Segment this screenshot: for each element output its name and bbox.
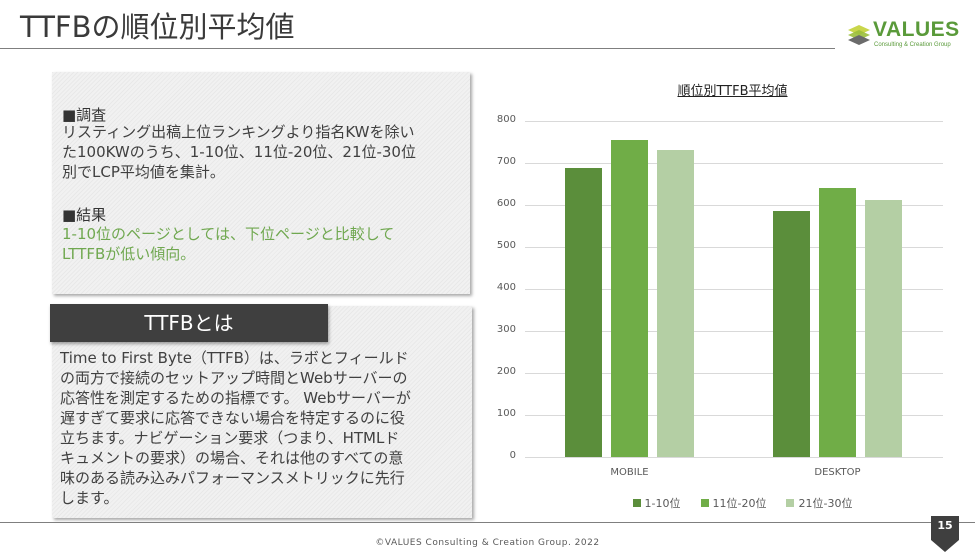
y-tick-label: 300 xyxy=(496,324,516,335)
legend-label: 1-10位 xyxy=(644,497,681,510)
survey-line: た100KWのうち、1-10位、11位-20位、21位-30位 xyxy=(62,143,416,161)
gridline xyxy=(525,163,943,164)
page-number: 15 xyxy=(937,519,953,532)
legend-label: 11位-20位 xyxy=(712,497,767,510)
legend-item: 11位-20位 xyxy=(700,495,767,511)
bar-mobile-1 xyxy=(565,168,602,457)
y-tick-label: 400 xyxy=(496,282,516,293)
definition-line: 遅すぎて要求に応答できない場合を特定するのに役 xyxy=(60,409,406,427)
gridline xyxy=(525,331,943,332)
result-line: 1-10位のページとしては、下位ページと比較して xyxy=(62,225,395,243)
gridline xyxy=(525,121,943,122)
y-tick-label: 100 xyxy=(496,408,516,419)
definition-line: Time to First Byte（TTFB）は、ラボとフィールド xyxy=(60,349,409,367)
bar-desktop-3 xyxy=(865,199,902,457)
gridline xyxy=(525,373,943,374)
legend-item: 1-10位 xyxy=(632,495,681,511)
copyright-text: ©VALUES Consulting & Creation Group. 202… xyxy=(375,538,600,548)
legend-swatch-icon xyxy=(632,499,641,507)
logo-tagline: Consulting & Creation Group xyxy=(874,42,951,48)
result-heading: ■結果 xyxy=(62,206,107,224)
survey-heading: ■調査 xyxy=(62,106,107,124)
survey-line: 別でLCP平均値を集計。 xyxy=(62,163,225,181)
y-tick-label: 200 xyxy=(496,366,516,377)
gridline xyxy=(525,289,943,290)
result-description: 1-10位のページとしては、下位ページと比較して LTTFBが低い傾向。 xyxy=(62,224,394,264)
survey-description: リスティング出稿上位ランキングより指名KWを除い た100KWのうち、1-10位… xyxy=(62,122,416,182)
y-tick-label: 500 xyxy=(496,240,516,251)
legend-swatch-icon xyxy=(700,499,709,507)
slide-title: TTFBの順位別平均値 xyxy=(20,10,295,44)
ttfb-definition-text: Time to First Byte（TTFB）は、ラボとフィールド の両方で接… xyxy=(60,348,411,508)
survey-panel: ■調査 リスティング出稿上位ランキングより指名KWを除い た100KWのうち、1… xyxy=(52,72,470,294)
gridline xyxy=(525,205,943,206)
definition-line: キュメントの要求）の場合、それは他のすべての意 xyxy=(60,449,404,467)
gridline xyxy=(525,247,943,248)
y-tick-label: 0 xyxy=(509,450,516,461)
survey-line: リスティング出稿上位ランキングより指名KWを除い xyxy=(62,123,415,141)
result-line: LTTFBが低い傾向。 xyxy=(62,245,196,263)
x-category-label: DESKTOP xyxy=(814,467,861,478)
definition-line: の両方で接続のセットアップ時間とWebサーバーの xyxy=(60,369,408,387)
chart-legend: 1-10位 11位-20位 21位-30位 xyxy=(490,495,975,511)
logo-wordmark: VALUES xyxy=(873,18,960,41)
gridline xyxy=(525,457,943,458)
layered-cube-logo-icon xyxy=(848,25,870,45)
legend-item: 21位-30位 xyxy=(786,495,852,511)
definition-line: 立ちます。ナビゲーション要求（つまり、HTMLド xyxy=(60,429,400,447)
y-tick-label: 800 xyxy=(496,114,516,125)
title-divider xyxy=(0,48,835,49)
page-marker-icon xyxy=(931,516,959,552)
y-tick-label: 700 xyxy=(496,156,516,167)
footer-divider xyxy=(0,522,975,523)
ttfb-section-label: TTFBとは xyxy=(50,304,328,342)
bar-desktop-1 xyxy=(773,210,810,457)
bar-desktop-2 xyxy=(819,188,856,457)
values-logo: VALUES Consulting & Creation Group xyxy=(846,18,971,54)
page-number-badge: 15 xyxy=(931,516,959,552)
legend-label: 21位-30位 xyxy=(798,497,853,510)
bar-mobile-3 xyxy=(657,149,694,457)
definition-line: 味のある読み込みパフォーマンスメトリックに先行 xyxy=(60,469,405,487)
definition-line: 応答性を測定するための指標です。 Webサーバーが xyxy=(60,389,411,407)
gridline xyxy=(525,415,943,416)
definition-line: します。 xyxy=(60,489,119,507)
y-tick-label: 600 xyxy=(496,198,516,209)
x-category-label: MOBILE xyxy=(610,467,649,478)
ttfb-bar-chart: 順位別TTFB平均値 800 700 600 500 400 300 200 100 0 MOB… xyxy=(490,0,975,520)
chart-title: 順位別TTFB平均値 xyxy=(677,84,788,99)
bar-mobile-2 xyxy=(611,139,648,457)
legend-swatch-icon xyxy=(786,499,795,507)
